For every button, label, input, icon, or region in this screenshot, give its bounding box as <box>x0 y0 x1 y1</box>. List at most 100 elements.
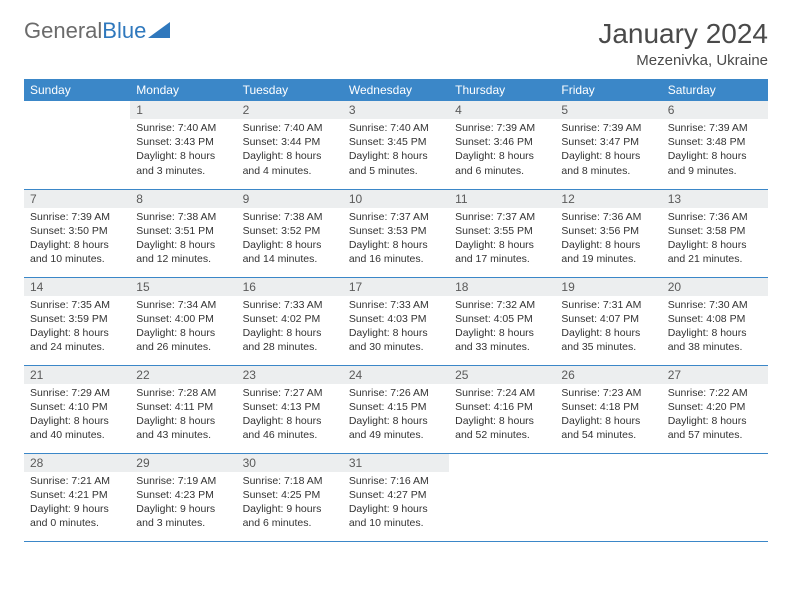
daylight-text: Daylight: 8 hours and 19 minutes. <box>561 238 655 266</box>
calendar-day-cell: 25Sunrise: 7:24 AMSunset: 4:16 PMDayligh… <box>449 365 555 453</box>
day-details: Sunrise: 7:35 AMSunset: 3:59 PMDaylight:… <box>24 296 130 359</box>
day-details: Sunrise: 7:18 AMSunset: 4:25 PMDaylight:… <box>237 472 343 535</box>
sunrise-text: Sunrise: 7:21 AM <box>30 474 124 488</box>
weekday-header: Friday <box>555 79 661 101</box>
day-details: Sunrise: 7:16 AMSunset: 4:27 PMDaylight:… <box>343 472 449 535</box>
day-number: 14 <box>24 278 130 296</box>
daylight-text: Daylight: 8 hours and 12 minutes. <box>136 238 230 266</box>
weekday-header-row: Sunday Monday Tuesday Wednesday Thursday… <box>24 79 768 101</box>
daylight-text: Daylight: 9 hours and 0 minutes. <box>30 502 124 530</box>
day-details: Sunrise: 7:40 AMSunset: 3:43 PMDaylight:… <box>130 119 236 182</box>
calendar-day-cell: 3Sunrise: 7:40 AMSunset: 3:45 PMDaylight… <box>343 101 449 189</box>
sunset-text: Sunset: 4:07 PM <box>561 312 655 326</box>
day-number: 8 <box>130 190 236 208</box>
day-details: Sunrise: 7:39 AMSunset: 3:46 PMDaylight:… <box>449 119 555 182</box>
sunrise-text: Sunrise: 7:35 AM <box>30 298 124 312</box>
sunrise-text: Sunrise: 7:40 AM <box>243 121 337 135</box>
day-details: Sunrise: 7:37 AMSunset: 3:55 PMDaylight:… <box>449 208 555 271</box>
day-number: 7 <box>24 190 130 208</box>
sunrise-text: Sunrise: 7:24 AM <box>455 386 549 400</box>
daylight-text: Daylight: 8 hours and 8 minutes. <box>561 149 655 177</box>
sunset-text: Sunset: 4:25 PM <box>243 488 337 502</box>
calendar-week-row: 28Sunrise: 7:21 AMSunset: 4:21 PMDayligh… <box>24 453 768 541</box>
day-details: Sunrise: 7:33 AMSunset: 4:03 PMDaylight:… <box>343 296 449 359</box>
calendar-day-cell: 23Sunrise: 7:27 AMSunset: 4:13 PMDayligh… <box>237 365 343 453</box>
day-details: Sunrise: 7:37 AMSunset: 3:53 PMDaylight:… <box>343 208 449 271</box>
sunrise-text: Sunrise: 7:39 AM <box>668 121 762 135</box>
day-number: 22 <box>130 366 236 384</box>
daylight-text: Daylight: 8 hours and 3 minutes. <box>136 149 230 177</box>
sunset-text: Sunset: 3:44 PM <box>243 135 337 149</box>
calendar-day-cell: 16Sunrise: 7:33 AMSunset: 4:02 PMDayligh… <box>237 277 343 365</box>
logo-text-1: General <box>24 18 102 44</box>
calendar-day-cell: 9Sunrise: 7:38 AMSunset: 3:52 PMDaylight… <box>237 189 343 277</box>
sunset-text: Sunset: 3:50 PM <box>30 224 124 238</box>
day-number: 28 <box>24 454 130 472</box>
sunrise-text: Sunrise: 7:29 AM <box>30 386 124 400</box>
day-number: 23 <box>237 366 343 384</box>
day-details: Sunrise: 7:19 AMSunset: 4:23 PMDaylight:… <box>130 472 236 535</box>
daylight-text: Daylight: 9 hours and 10 minutes. <box>349 502 443 530</box>
day-number: 10 <box>343 190 449 208</box>
daylight-text: Daylight: 8 hours and 9 minutes. <box>668 149 762 177</box>
daylight-text: Daylight: 8 hours and 43 minutes. <box>136 414 230 442</box>
daylight-text: Daylight: 8 hours and 16 minutes. <box>349 238 443 266</box>
sunrise-text: Sunrise: 7:39 AM <box>455 121 549 135</box>
day-number: 17 <box>343 278 449 296</box>
sunrise-text: Sunrise: 7:39 AM <box>561 121 655 135</box>
daylight-text: Daylight: 8 hours and 30 minutes. <box>349 326 443 354</box>
calendar-day-cell: 12Sunrise: 7:36 AMSunset: 3:56 PMDayligh… <box>555 189 661 277</box>
day-details: Sunrise: 7:39 AMSunset: 3:48 PMDaylight:… <box>662 119 768 182</box>
day-number: 13 <box>662 190 768 208</box>
sunset-text: Sunset: 4:21 PM <box>30 488 124 502</box>
day-details: Sunrise: 7:39 AMSunset: 3:47 PMDaylight:… <box>555 119 661 182</box>
daylight-text: Daylight: 9 hours and 3 minutes. <box>136 502 230 530</box>
sunrise-text: Sunrise: 7:34 AM <box>136 298 230 312</box>
sunset-text: Sunset: 3:55 PM <box>455 224 549 238</box>
sunrise-text: Sunrise: 7:27 AM <box>243 386 337 400</box>
sunrise-text: Sunrise: 7:19 AM <box>136 474 230 488</box>
sunset-text: Sunset: 4:27 PM <box>349 488 443 502</box>
day-number: 31 <box>343 454 449 472</box>
day-number: 24 <box>343 366 449 384</box>
day-details: Sunrise: 7:34 AMSunset: 4:00 PMDaylight:… <box>130 296 236 359</box>
calendar-day-cell: 1Sunrise: 7:40 AMSunset: 3:43 PMDaylight… <box>130 101 236 189</box>
sunset-text: Sunset: 3:51 PM <box>136 224 230 238</box>
sunset-text: Sunset: 4:08 PM <box>668 312 762 326</box>
sunset-text: Sunset: 3:46 PM <box>455 135 549 149</box>
calendar-day-cell: 22Sunrise: 7:28 AMSunset: 4:11 PMDayligh… <box>130 365 236 453</box>
daylight-text: Daylight: 8 hours and 40 minutes. <box>30 414 124 442</box>
sunset-text: Sunset: 4:03 PM <box>349 312 443 326</box>
sunrise-text: Sunrise: 7:39 AM <box>30 210 124 224</box>
day-number: 4 <box>449 101 555 119</box>
calendar-day-cell: 26Sunrise: 7:23 AMSunset: 4:18 PMDayligh… <box>555 365 661 453</box>
sunrise-text: Sunrise: 7:23 AM <box>561 386 655 400</box>
day-details: Sunrise: 7:27 AMSunset: 4:13 PMDaylight:… <box>237 384 343 447</box>
day-number: 2 <box>237 101 343 119</box>
day-number: 21 <box>24 366 130 384</box>
logo-text-2: Blue <box>102 18 146 44</box>
calendar-day-cell: 20Sunrise: 7:30 AMSunset: 4:08 PMDayligh… <box>662 277 768 365</box>
daylight-text: Daylight: 8 hours and 57 minutes. <box>668 414 762 442</box>
weekday-header: Sunday <box>24 79 130 101</box>
sunset-text: Sunset: 3:59 PM <box>30 312 124 326</box>
day-number: 1 <box>130 101 236 119</box>
sunrise-text: Sunrise: 7:33 AM <box>243 298 337 312</box>
sunset-text: Sunset: 3:58 PM <box>668 224 762 238</box>
sunrise-text: Sunrise: 7:36 AM <box>668 210 762 224</box>
calendar-week-row: 14Sunrise: 7:35 AMSunset: 3:59 PMDayligh… <box>24 277 768 365</box>
sunset-text: Sunset: 3:45 PM <box>349 135 443 149</box>
day-details: Sunrise: 7:21 AMSunset: 4:21 PMDaylight:… <box>24 472 130 535</box>
sunrise-text: Sunrise: 7:28 AM <box>136 386 230 400</box>
sunrise-text: Sunrise: 7:38 AM <box>243 210 337 224</box>
day-number: 11 <box>449 190 555 208</box>
logo-triangle-icon <box>148 18 170 44</box>
header: GeneralBlue January 2024 Mezenivka, Ukra… <box>24 18 768 69</box>
calendar-day-cell: 10Sunrise: 7:37 AMSunset: 3:53 PMDayligh… <box>343 189 449 277</box>
daylight-text: Daylight: 8 hours and 28 minutes. <box>243 326 337 354</box>
sunrise-text: Sunrise: 7:32 AM <box>455 298 549 312</box>
day-number: 29 <box>130 454 236 472</box>
day-details: Sunrise: 7:33 AMSunset: 4:02 PMDaylight:… <box>237 296 343 359</box>
calendar-day-cell: 15Sunrise: 7:34 AMSunset: 4:00 PMDayligh… <box>130 277 236 365</box>
title-block: January 2024 Mezenivka, Ukraine <box>598 18 768 69</box>
